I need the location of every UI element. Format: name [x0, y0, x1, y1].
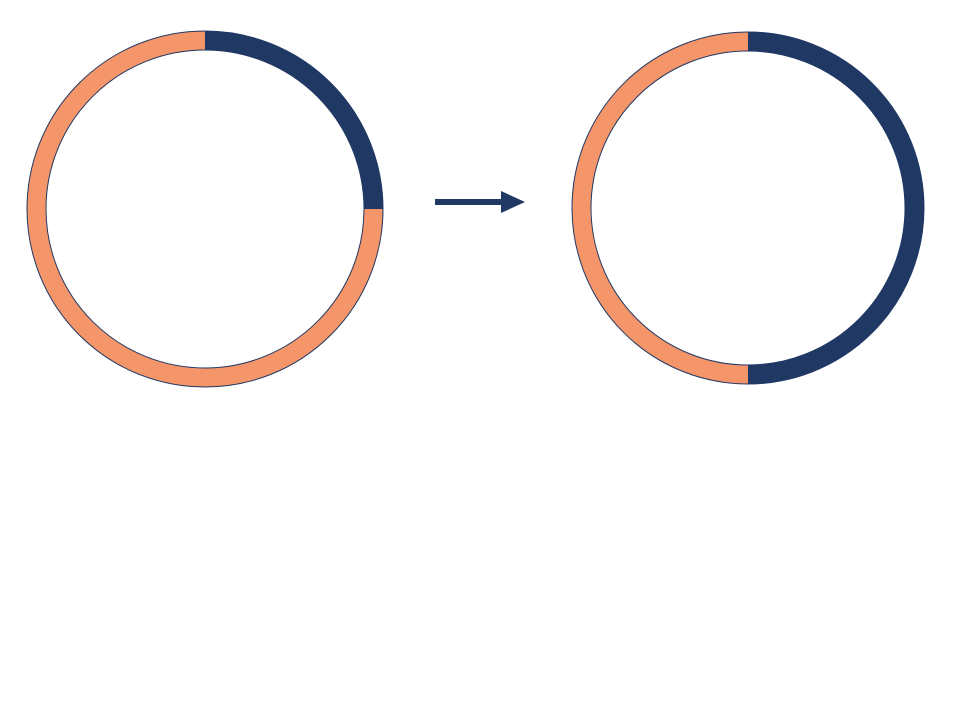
arrow-head	[501, 191, 525, 213]
donut-slice-2	[572, 32, 748, 384]
donut-chart-before	[26, 30, 384, 388]
donut-inner-outline	[590, 50, 906, 366]
donut-slice-1	[205, 31, 383, 209]
donut-chart-after	[571, 31, 925, 385]
donut-outer-outline	[26, 30, 384, 388]
donut-outer-outline	[571, 31, 925, 385]
right-arrow-icon	[435, 191, 525, 213]
donut-slice-1	[748, 32, 924, 384]
donut-inner-outline	[45, 49, 365, 369]
